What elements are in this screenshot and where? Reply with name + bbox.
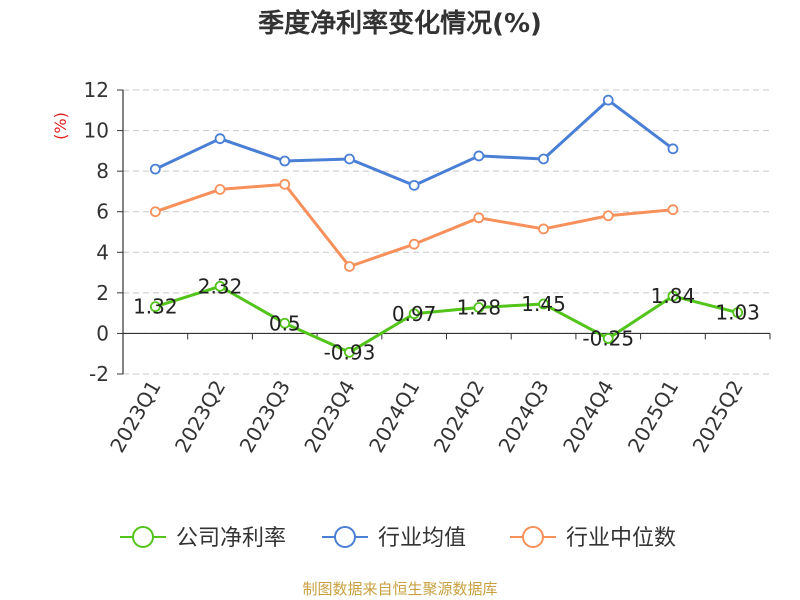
series-points — [149, 94, 744, 358]
y-tick-label: 2 — [96, 281, 109, 305]
data-labels: 1.32 2.32 0.5 -0.93 0.97 1.28 1.45 -0.25 1.84 1.0… — [133, 274, 760, 364]
data-label: 2.32 — [198, 274, 243, 298]
data-point — [602, 210, 614, 222]
y-tick-label: 4 — [96, 240, 109, 264]
data-point — [344, 153, 355, 165]
x-tick-label: 2023Q2 — [170, 376, 230, 457]
x-tick-label: 2025Q1 — [623, 376, 683, 457]
data-point — [408, 238, 420, 250]
data-label: 1.28 — [457, 295, 502, 319]
data-point — [214, 133, 226, 145]
data-point — [602, 333, 614, 344]
data-point — [538, 153, 549, 165]
x-tick-label: 2024Q4 — [558, 376, 618, 457]
legend-marker — [522, 526, 544, 548]
data-label: 1.45 — [521, 292, 566, 316]
data-point — [279, 178, 291, 190]
x-tick-label: 2025Q2 — [688, 376, 748, 457]
data-point — [344, 261, 355, 272]
legend-marker — [334, 526, 356, 548]
data-point — [473, 302, 485, 313]
y-tick-label: 12 — [84, 78, 109, 102]
data-point — [408, 308, 420, 320]
data-point — [732, 307, 744, 318]
x-tick-label: 2024Q3 — [493, 376, 553, 457]
legend-item[interactable]: 行业中位数 — [510, 526, 676, 551]
data-point — [408, 179, 420, 191]
axes — [117, 89, 771, 375]
data-point — [538, 223, 549, 235]
data-point — [149, 301, 161, 313]
legend[interactable]: 公司净利率 行业均值 行业中位数 — [120, 526, 676, 551]
legend-label: 公司净利率 — [176, 526, 286, 551]
data-point — [667, 204, 679, 216]
y-axis-label: (%) — [51, 112, 70, 140]
series-line — [154, 98, 674, 187]
data-point — [279, 317, 291, 329]
data-point — [667, 290, 679, 302]
source-note: 制图数据来自恒生聚源数据库 — [302, 580, 497, 598]
x-tick-label: 2023Q3 — [235, 376, 295, 457]
data-label: -0.25 — [582, 327, 634, 351]
y-tick-label: 8 — [96, 159, 109, 183]
data-point — [473, 150, 485, 162]
x-tick-label: 2024Q1 — [364, 376, 424, 457]
data-label: 1.84 — [651, 284, 696, 308]
legend-item[interactable]: 公司净利率 — [120, 526, 286, 551]
series-lines — [154, 98, 739, 354]
data-label: 0.97 — [392, 302, 437, 326]
x-tick-label: 2023Q4 — [299, 376, 359, 457]
data-point — [602, 94, 614, 106]
data-point — [538, 298, 549, 310]
y-tick-label: 6 — [96, 200, 109, 224]
series-line — [154, 284, 739, 354]
data-point — [149, 163, 161, 175]
x-tick-label: 2023Q1 — [105, 376, 165, 457]
y-tick-label: 0 — [96, 321, 109, 345]
legend-label: 行业均值 — [378, 526, 466, 551]
chart-title: 季度净利率变化情况(%) — [258, 8, 542, 39]
data-label: 1.03 — [715, 301, 760, 325]
legend-label: 行业中位数 — [566, 526, 676, 551]
data-label: 1.32 — [133, 295, 178, 319]
y-tick-labels: -2 0 2 4 6 8 10 12 — [84, 78, 109, 386]
y-tick-label: 10 — [84, 119, 109, 143]
data-point — [473, 212, 485, 224]
data-point — [214, 183, 226, 195]
x-tick-labels: 2023Q1 2023Q2 2023Q3 2023Q4 2024Q1 2024Q2 2024… — [105, 376, 748, 457]
data-point — [149, 206, 161, 218]
data-point — [214, 280, 226, 292]
data-point — [667, 143, 679, 155]
data-point — [344, 346, 355, 358]
data-point — [279, 155, 291, 167]
y-tick-label: -2 — [89, 362, 109, 386]
data-label: -0.93 — [324, 340, 376, 364]
x-tick-label: 2024Q2 — [429, 376, 489, 457]
data-label: 0.5 — [269, 311, 301, 335]
series-line — [154, 182, 674, 268]
legend-item[interactable]: 行业均值 — [322, 526, 466, 551]
legend-marker — [132, 526, 154, 548]
